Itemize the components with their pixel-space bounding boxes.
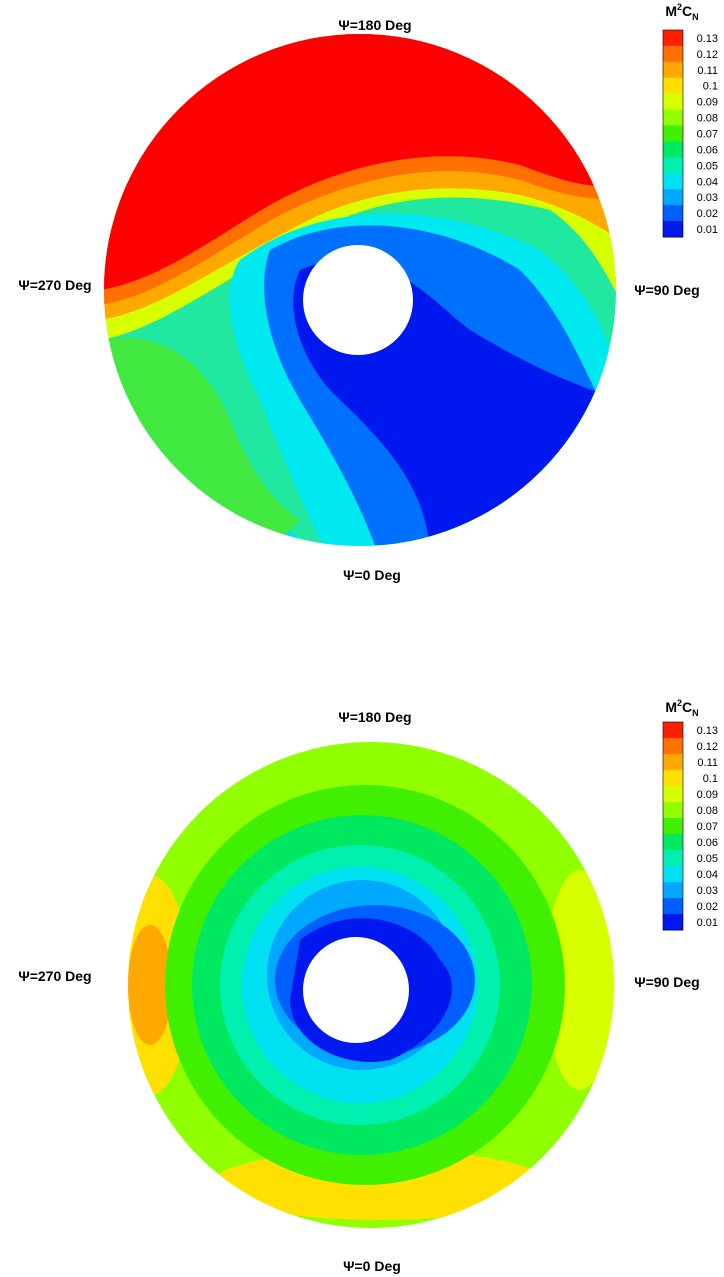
legend-level: 0.05 xyxy=(697,853,718,865)
legend-swatch xyxy=(663,109,683,127)
legend-level: 0.01 xyxy=(697,917,718,929)
legend-swatch xyxy=(663,738,683,755)
legend-title-part: 2 xyxy=(677,2,682,12)
hub xyxy=(303,937,409,1043)
legend-swatch xyxy=(663,221,683,238)
legend-level: 0.04 xyxy=(697,176,718,188)
legend-level: 0.07 xyxy=(697,821,718,833)
legend-level: 0.13 xyxy=(697,33,718,45)
legend-level: 0.02 xyxy=(697,901,718,913)
legend-swatch xyxy=(663,866,683,883)
azimuth-label: Ψ=180 Deg xyxy=(338,17,411,33)
legend-swatch xyxy=(663,205,683,222)
legend-swatch xyxy=(663,157,683,174)
legend-title-part: C xyxy=(682,699,692,715)
legend-swatch xyxy=(663,786,683,803)
legend-level: 0.09 xyxy=(697,789,718,801)
legend-swatch xyxy=(663,770,683,787)
legend-swatch xyxy=(663,93,683,111)
legend-level: 0.08 xyxy=(697,805,718,817)
legend-swatch xyxy=(663,45,683,63)
legend-title-part: M xyxy=(665,699,677,715)
legend-level: 0.02 xyxy=(697,208,718,220)
legend-frame xyxy=(662,721,684,931)
legend-level: 0.06 xyxy=(697,837,718,849)
azimuth-label: Ψ=270 Deg xyxy=(18,968,91,984)
legend-frame xyxy=(662,29,684,238)
legend-level: 0.04 xyxy=(697,869,718,881)
legend-level: 0.03 xyxy=(697,192,718,204)
legend-swatch xyxy=(663,77,683,95)
azimuth-label: Ψ=90 Deg xyxy=(634,282,699,298)
legend-level: 0.1 xyxy=(703,81,718,93)
legend-swatch xyxy=(663,189,683,206)
legend-swatch xyxy=(663,754,683,771)
azimuth-label: Ψ=270 Deg xyxy=(18,277,91,293)
legend-swatch xyxy=(663,30,683,47)
legend-swatch xyxy=(663,802,683,819)
hub xyxy=(303,245,413,355)
legend-level: 0.11 xyxy=(697,757,718,769)
legend-swatch xyxy=(663,818,683,835)
legend-title-part: 2 xyxy=(677,698,682,708)
legend-swatch xyxy=(663,850,683,867)
legend-level: 0.03 xyxy=(697,885,718,897)
legend-level: 0.1 xyxy=(703,773,718,785)
legend-swatch xyxy=(663,882,683,899)
legend-level: 0.06 xyxy=(697,144,718,156)
legend-swatch xyxy=(663,173,683,190)
legend-title-part: N xyxy=(692,708,699,718)
azimuth-label: Ψ=90 Deg xyxy=(634,974,699,990)
legend-level: 0.08 xyxy=(697,113,718,125)
azimuth-label: Ψ=180 Deg xyxy=(338,709,411,725)
legend-swatch xyxy=(663,898,683,915)
legend-level: 0.13 xyxy=(697,725,718,737)
azimuth-label: Ψ=0 Deg xyxy=(343,1258,401,1274)
legend-level: 0.12 xyxy=(697,49,718,61)
legend-title: M2CN xyxy=(665,2,698,22)
legend-level: 0.07 xyxy=(697,129,718,141)
azimuth-label: Ψ=0 Deg xyxy=(343,567,401,583)
legend-swatch xyxy=(663,61,683,79)
legend-level: 0.12 xyxy=(697,741,718,753)
legend-swatch xyxy=(663,141,683,158)
legend-level: 0.09 xyxy=(697,97,718,109)
legend-title: M2CN xyxy=(665,698,698,718)
legend-title-part: C xyxy=(682,3,692,19)
legend-swatch xyxy=(663,722,683,739)
legend-level: 0.05 xyxy=(697,160,718,172)
legend-swatch xyxy=(663,834,683,851)
legend-level: 0.11 xyxy=(697,65,718,77)
legend-title-part: M xyxy=(665,3,677,19)
legend-title-part: N xyxy=(692,12,699,22)
legend-level: 0.01 xyxy=(697,224,718,236)
legend-swatch xyxy=(663,125,683,142)
legend-swatch xyxy=(663,914,683,931)
